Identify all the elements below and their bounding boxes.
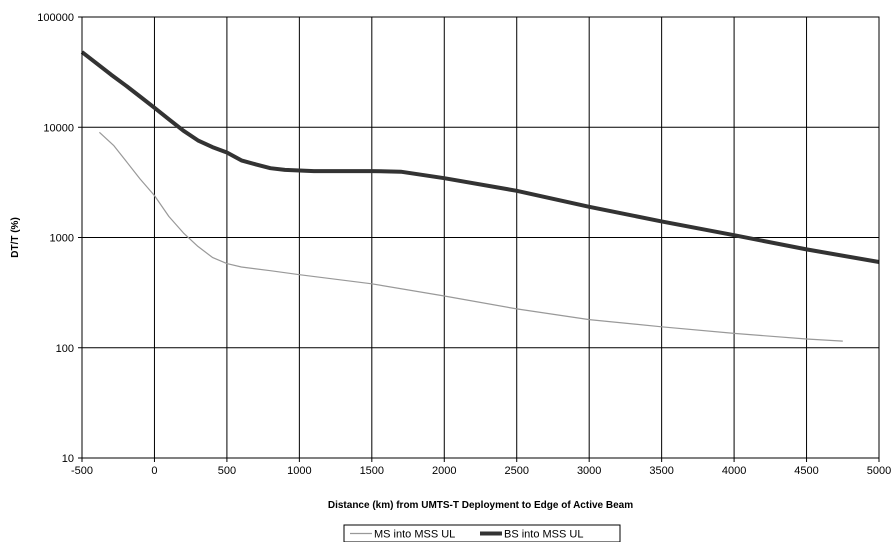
y-tick-label: 100 [56, 343, 74, 355]
y-tick-label: 10 [62, 453, 74, 465]
legend-label-2: BS into MSS UL [504, 529, 583, 541]
x-tick-label: 3500 [649, 465, 673, 477]
legend-label-1: MS into MSS UL [374, 529, 455, 541]
grid [82, 17, 879, 458]
y-tick-label: 100000 [37, 12, 74, 24]
x-tick-label: 4500 [794, 465, 818, 477]
x-tick-label: 5000 [867, 465, 891, 477]
x-tick-label: 1500 [360, 465, 384, 477]
y-tick-label: 10000 [43, 122, 74, 134]
series-line-2 [80, 50, 880, 264]
x-axis-title: Distance (km) from UMTS-T Deployment to … [328, 500, 633, 511]
y-tick-label: 1000 [50, 233, 74, 245]
x-tick-label: 2500 [504, 465, 528, 477]
series-line-1 [98, 131, 843, 342]
x-tick-label: 0 [151, 465, 157, 477]
x-tick-label: -500 [71, 465, 93, 477]
x-tick-label: 3000 [577, 465, 601, 477]
series-layer [80, 50, 880, 342]
x-tick-label: 4000 [722, 465, 746, 477]
legend: MS into MSS UL BS into MSS UL [343, 524, 621, 542]
x-tick-label: 500 [218, 465, 236, 477]
axis-ticks: -500 0 500 1000 1500 2000 2500 3000 3500 4000 4500… [37, 12, 891, 477]
x-tick-label: 2000 [432, 465, 456, 477]
y-axis-title: DT/T (%) [10, 217, 21, 258]
x-tick-label: 1000 [287, 465, 311, 477]
